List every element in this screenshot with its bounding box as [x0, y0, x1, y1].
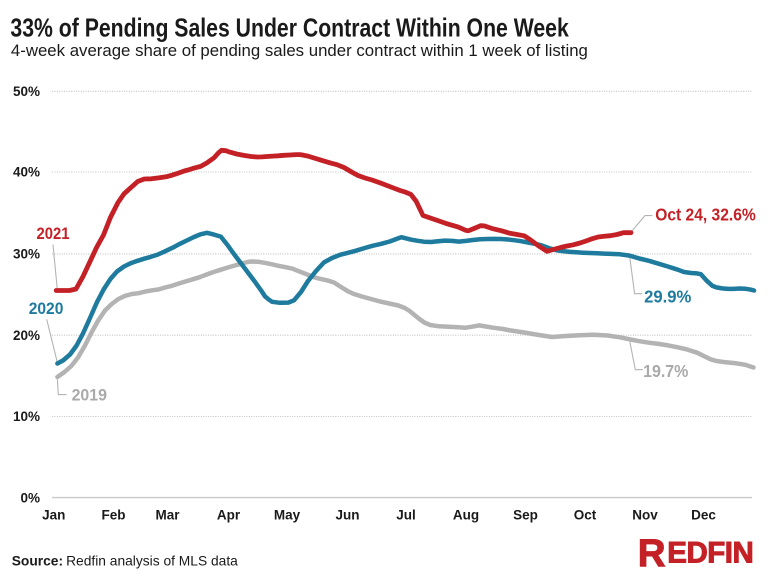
svg-text:Mar: Mar — [155, 507, 180, 522]
svg-text:May: May — [274, 507, 301, 522]
svg-text:2020: 2020 — [29, 300, 64, 318]
svg-text:Feb: Feb — [101, 507, 125, 522]
svg-text:Apr: Apr — [217, 507, 241, 522]
svg-text:Sep: Sep — [513, 507, 538, 522]
svg-text:2019: 2019 — [72, 386, 107, 404]
svg-text:EDFIN: EDFIN — [667, 537, 753, 570]
svg-text:Jun: Jun — [335, 507, 359, 522]
svg-text:0%: 0% — [20, 490, 40, 505]
svg-text:Jan: Jan — [42, 507, 65, 522]
svg-text:4-week average share of pendin: 4-week average share of pending sales un… — [11, 41, 588, 60]
svg-text:Oct: Oct — [574, 507, 597, 522]
svg-text:30%: 30% — [13, 247, 40, 262]
svg-text:50%: 50% — [13, 84, 40, 99]
svg-text:Jul: Jul — [396, 507, 416, 522]
svg-text:40%: 40% — [13, 165, 40, 180]
svg-text:Nov: Nov — [632, 507, 658, 522]
svg-text:19.7%: 19.7% — [643, 361, 689, 381]
svg-text:2021: 2021 — [37, 225, 70, 243]
svg-text:20%: 20% — [13, 328, 40, 343]
svg-text:R: R — [638, 532, 666, 575]
svg-text:Oct 24, 32.6%: Oct 24, 32.6% — [655, 204, 756, 224]
svg-text:Source:Redfin analysis of MLS: Source: Redfin analysis of MLS data — [12, 554, 238, 569]
svg-text:29.9%: 29.9% — [644, 287, 692, 307]
svg-text:Dec: Dec — [691, 507, 716, 522]
svg-text:Aug: Aug — [453, 507, 479, 522]
svg-text:33% of Pending Sales Under Con: 33% of Pending Sales Under Contract With… — [10, 13, 569, 43]
svg-text:10%: 10% — [13, 409, 40, 424]
